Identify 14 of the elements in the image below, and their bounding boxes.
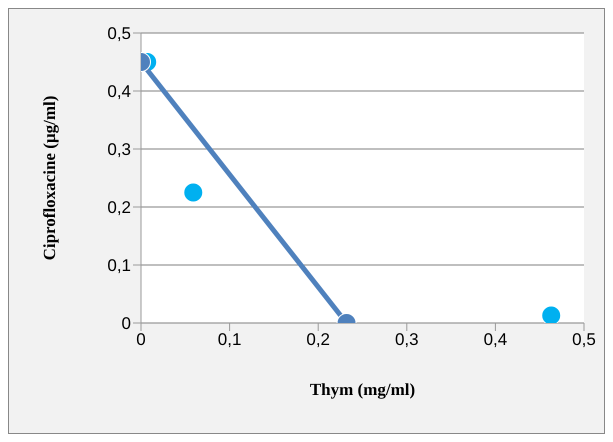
y-tick-label: 0 [122,314,131,334]
x-tick-label: 0,1 [218,330,242,350]
x-tick-label: 0,5 [572,330,596,350]
x-tick-label: 0,4 [484,330,508,350]
x-tick-label: 0 [136,330,146,350]
y-tick-label: 0,3 [107,140,131,160]
y-tick-label: 0,4 [107,82,131,102]
y-tick-label: 0,5 [107,24,131,44]
x-tick-label: 0,2 [306,330,330,350]
x-axis-title: Thym (mg/ml) [310,380,416,399]
y-tick-label: 0,2 [107,198,131,218]
y-tick-label: 0,1 [107,256,131,276]
x-tick-label: 0,3 [394,330,419,350]
y-axis-title: Ciprofloxacine (µg/ml) [40,96,60,260]
